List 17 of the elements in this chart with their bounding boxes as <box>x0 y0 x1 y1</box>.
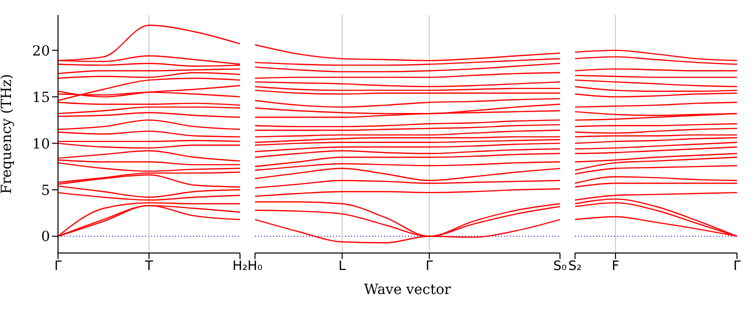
x-tick-label: Γ <box>426 259 434 274</box>
y-tick-label: 20 <box>32 43 50 60</box>
x-tick-label: T <box>144 259 154 274</box>
x-axis-title: Wave vector <box>364 282 452 298</box>
x-tick-label: Γ <box>733 259 742 274</box>
x-tick-label: H₀ <box>248 259 262 274</box>
x-tick-label: Γ <box>54 259 62 274</box>
x-tick-label: S₂ <box>568 259 582 274</box>
y-tick-label: 5 <box>41 182 50 199</box>
x-tick-label: H₂ <box>232 259 248 274</box>
x-tick-label: F <box>612 259 620 274</box>
x-tick-label: L <box>338 259 347 274</box>
y-axis-title: Frequency (THz) <box>0 74 15 194</box>
x-tick-label: S₀ <box>553 259 567 274</box>
y-tick-label: 0 <box>41 229 50 246</box>
y-tick-label: 10 <box>32 136 50 152</box>
y-tick-label: 15 <box>32 90 50 106</box>
